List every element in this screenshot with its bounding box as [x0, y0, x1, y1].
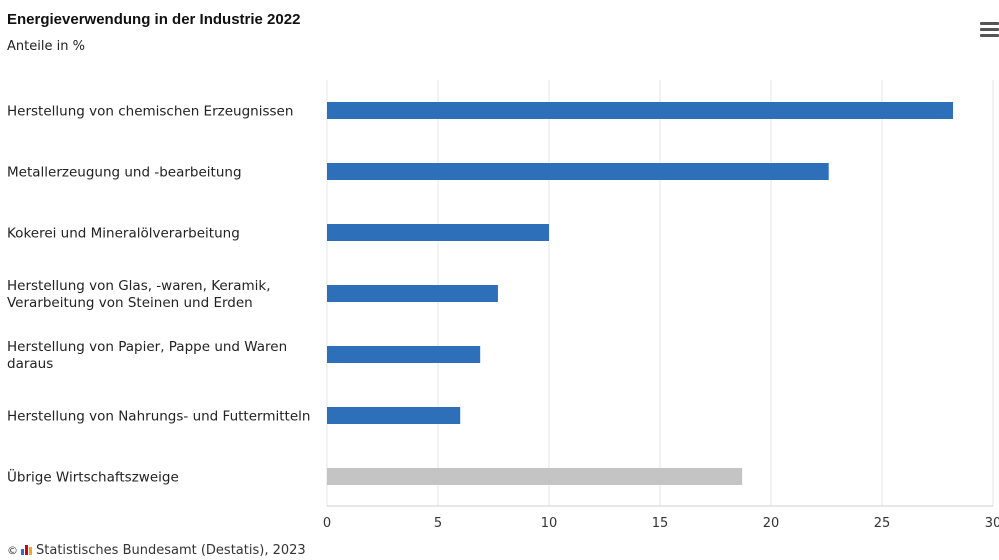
x-tick-label: 0 [323, 516, 331, 531]
category-label: Übrige Wirtschaftszweige [7, 468, 179, 486]
x-tick-label: 30 [985, 516, 999, 531]
bar [327, 468, 743, 485]
x-tick-label: 20 [763, 516, 780, 531]
bar [327, 285, 498, 302]
hamburger-menu-icon[interactable] [980, 22, 999, 38]
bar [327, 224, 549, 241]
source-footer: © Statistisches Bundesamt (Destatis), 202… [7, 543, 306, 558]
bar [327, 407, 461, 424]
bar [327, 102, 954, 119]
x-tick-label: 5 [434, 516, 442, 531]
category-label: Herstellung von Glas, -waren, Keramik, Ve… [7, 278, 271, 311]
x-tick-label: 10 [541, 516, 558, 531]
category-label: Herstellung von Nahrungs- und Futtermitt… [7, 409, 310, 425]
bar [327, 346, 481, 363]
category-label: Herstellung von Papier, Pappe und Waren d… [7, 339, 287, 372]
bar-chart: 0 5 10 15 20 25 30 Herstellung von chemischen E… [7, 80, 999, 531]
source-text: Statistisches Bundesamt (Destatis), 2023 [36, 543, 306, 558]
category-label: Metallerzeugung und -bearbeitung [7, 165, 242, 181]
category-label: Herstellung von chemischen Erzeugnissen [7, 104, 293, 120]
destatis-logo-icon [21, 545, 32, 555]
x-tick-label: 15 [652, 516, 669, 531]
chart-subtitle: Anteile in % [7, 39, 85, 54]
bar [327, 163, 829, 180]
chart-title: Energieverwendung in der Industrie 2022 [7, 11, 301, 28]
category-label: Kokerei und Mineralölverarbeitung [7, 226, 240, 242]
copyright-symbol: © [7, 544, 18, 557]
x-tick-label: 25 [874, 516, 891, 531]
